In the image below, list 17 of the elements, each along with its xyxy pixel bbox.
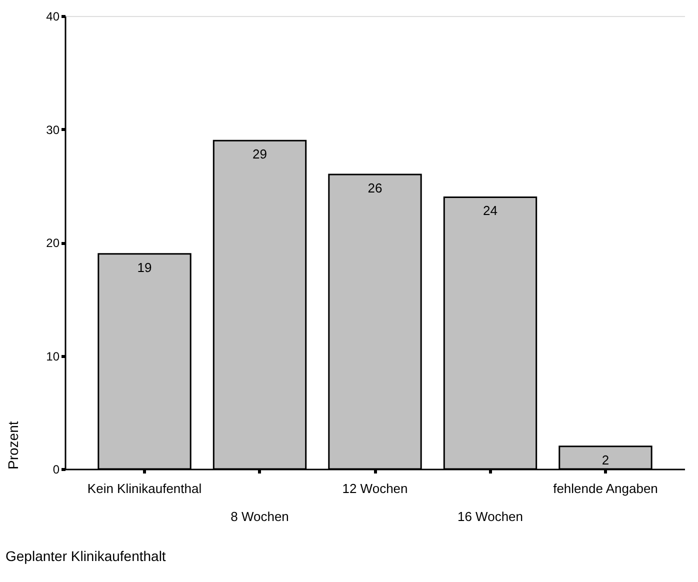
y-tick-label: 40: [46, 10, 60, 24]
data-label: 2: [602, 452, 610, 468]
data-label: 26: [368, 180, 382, 196]
x-axis-title: Geplanter Klinikaufenthalt: [6, 548, 166, 564]
y-tick-label: 10: [46, 349, 60, 364]
x-tick-label: fehlende Angaben: [553, 481, 658, 496]
x-tick-label: 12 Wochen: [342, 481, 408, 496]
x-tick-label: 16 Wochen: [457, 509, 524, 524]
x-tick-label: 8 Wochen: [230, 509, 289, 524]
data-label: 19: [137, 260, 152, 275]
x-tick-label: Kein Klinikaufenthal: [87, 481, 202, 496]
data-label: 29: [252, 146, 267, 162]
y-tick-label: 30: [46, 122, 60, 137]
y-axis-title: Prozent: [5, 421, 22, 470]
y-tick-label: 20: [46, 236, 60, 250]
data-label: 24: [483, 203, 498, 218]
y-tick-label: 0: [52, 462, 60, 476]
